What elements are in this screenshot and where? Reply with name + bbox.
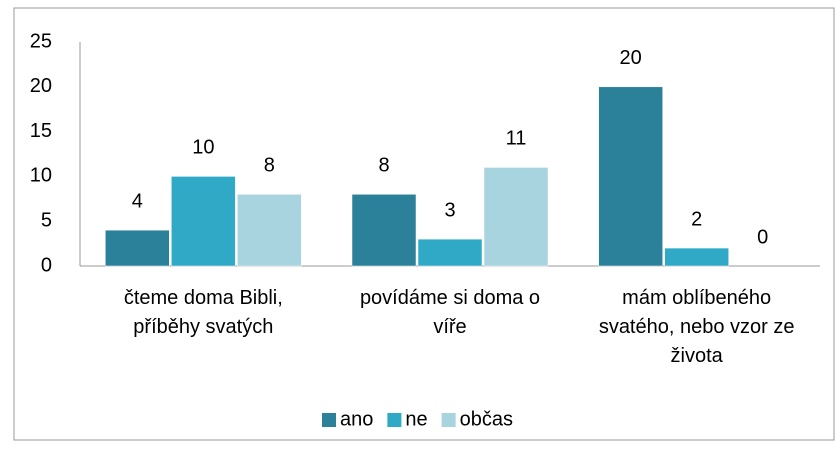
y-tick-label: 15 — [30, 120, 52, 142]
data-label: 0 — [757, 226, 768, 248]
bar — [598, 86, 663, 267]
legend-label: ne — [405, 408, 427, 430]
bar — [351, 194, 417, 267]
data-label: 11 — [506, 128, 527, 150]
legend-label: ano — [340, 408, 373, 430]
data-label: 3 — [444, 199, 455, 221]
x-tick-label: čteme doma Bibli, příběhy svatých — [123, 287, 283, 338]
bar — [417, 238, 483, 267]
data-label: 2 — [691, 208, 702, 230]
data-label: 8 — [264, 155, 275, 177]
bar — [237, 194, 302, 267]
legend-swatch — [441, 413, 456, 427]
legend-swatch — [322, 413, 336, 427]
y-tick-label: 25 — [30, 30, 52, 52]
y-tick-label: 10 — [30, 165, 52, 187]
data-label: 10 — [192, 137, 214, 159]
data-label: 4 — [132, 190, 143, 212]
y-tick-label: 20 — [30, 75, 52, 97]
bar — [664, 247, 729, 267]
data-label: 8 — [378, 155, 389, 177]
data-label: 20 — [620, 47, 642, 69]
chart-border — [13, 7, 835, 441]
bar — [105, 229, 170, 267]
bar — [483, 167, 549, 267]
x-tick-label: mám oblíbeného svatého, nebo vzor ze živ… — [598, 287, 795, 367]
bar — [171, 176, 236, 267]
x-tick-label: povídáme si doma o víře — [359, 287, 541, 338]
y-tick-label: 5 — [41, 209, 52, 231]
legend-swatch — [387, 413, 402, 427]
legend-label: občas — [460, 408, 513, 430]
y-tick-label: 0 — [41, 254, 52, 276]
